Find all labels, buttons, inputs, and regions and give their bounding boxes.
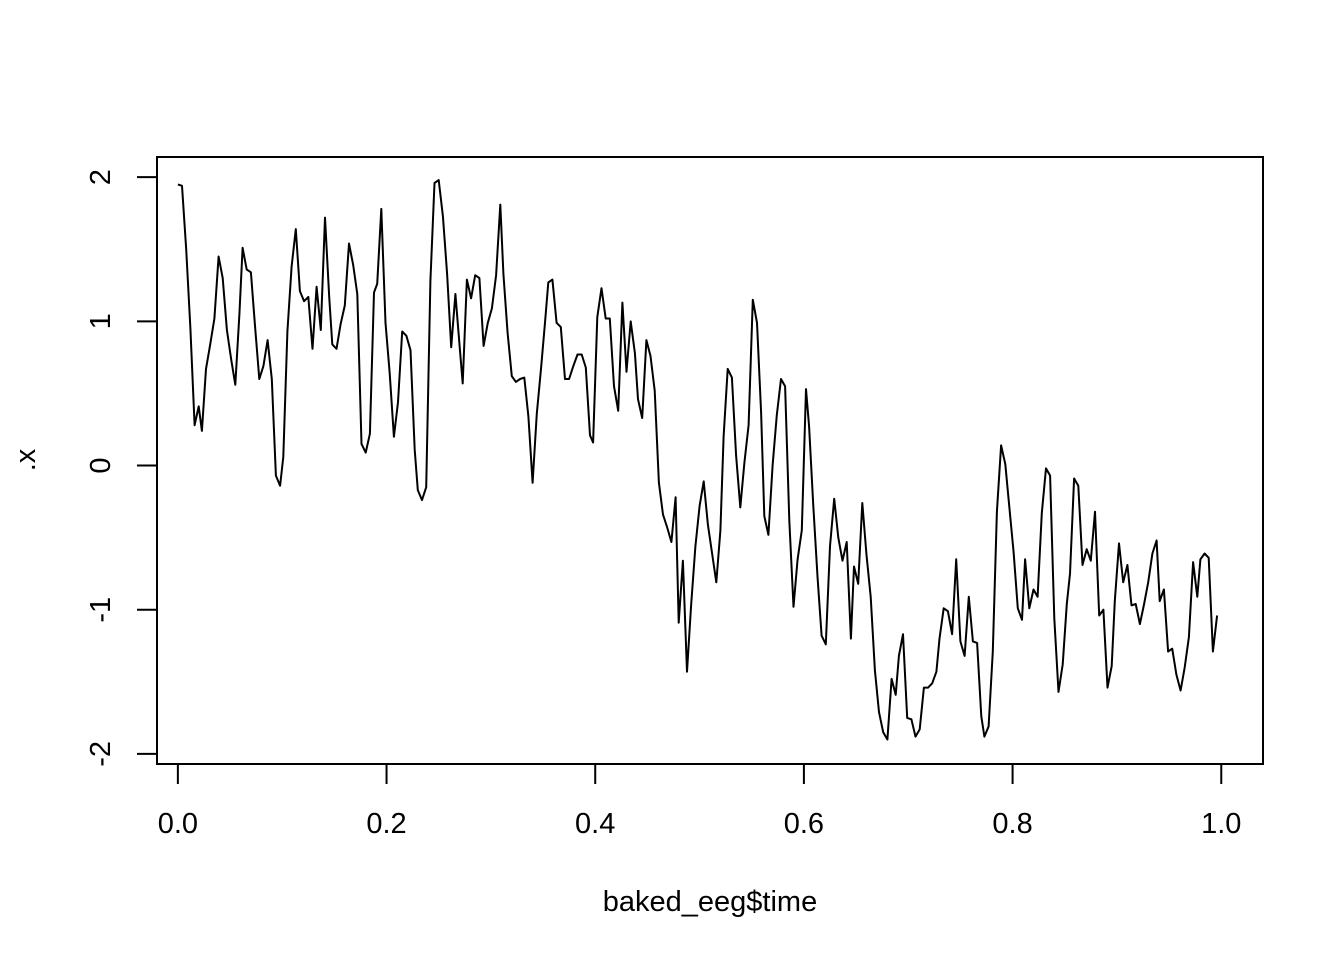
y-axis-title: .x (10, 448, 42, 471)
x-tick-label: 0.2 (366, 808, 406, 840)
y-tick-label: -2 (85, 741, 117, 767)
y-tick-label: 1 (85, 313, 117, 329)
series-layer (177, 179, 1219, 741)
x-tick-label: 0.6 (784, 808, 824, 840)
x-tick-label: 0.4 (575, 808, 615, 840)
y-tick-label: -1 (85, 597, 117, 623)
y-tick-label: 2 (85, 169, 117, 185)
y-axis: -2 -1 0 1 2 (85, 169, 158, 767)
x-tick-label: 0.0 (158, 808, 198, 840)
x-tick-label: 1.0 (1201, 808, 1241, 840)
x-axis-title: baked_eeg$time (603, 886, 817, 918)
x-tick-label: 0.8 (992, 808, 1032, 840)
y-tick-label: 0 (85, 457, 117, 473)
series-line (177, 179, 1219, 741)
x-axis: 0.0 0.2 0.4 0.6 0.8 1.0 (158, 763, 1241, 840)
